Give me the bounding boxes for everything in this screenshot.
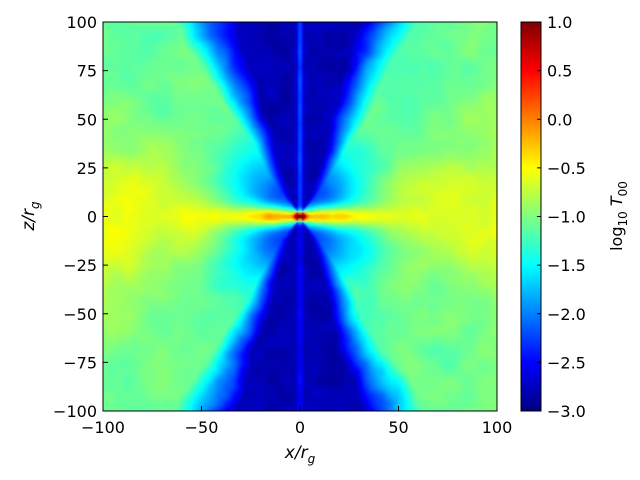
colorbar-tick-label: 1.0: [547, 13, 572, 32]
colorbar-label: log10 T00: [607, 181, 630, 251]
x-tick-label: −100: [81, 418, 125, 437]
x-tick-label: 100: [482, 418, 513, 437]
y-tick-label: −50: [63, 305, 97, 324]
y-axis-label: z/rg: [19, 201, 42, 232]
colorbar-tick-label: −0.5: [547, 159, 586, 178]
y-tick-label: 0: [87, 208, 97, 227]
colorbar-tick-label: −3.0: [547, 402, 586, 421]
y-tick-label: 75: [77, 62, 97, 81]
y-tick-label: 25: [77, 159, 97, 178]
colorbar-tick-label: −1.0: [547, 208, 586, 227]
colorbar-tick-label: 0.5: [547, 62, 572, 81]
heatmap-plot: [102, 21, 498, 412]
colorbar-ticks: 1.0 0.5 0.0 −0.5 −1.0 −1.5 −2.0 −2.5 −3.0: [537, 13, 586, 421]
y-tick-label: −100: [53, 402, 97, 421]
x-axis-ticks: −100 −50 0 50 100: [81, 406, 512, 437]
x-tick-label: 50: [388, 418, 408, 437]
colorbar-tick-label: −1.5: [547, 256, 586, 275]
colorbar: 1.0 0.5 0.0 −0.5 −1.0 −1.5 −2.0 −2.5 −3.0 log10 …: [520, 13, 630, 421]
x-tick-label: 0: [295, 418, 305, 437]
y-tick-label: −75: [63, 353, 97, 372]
heatmap-image: [103, 22, 497, 411]
y-tick-label: −25: [63, 256, 97, 275]
y-axis-ticks: 100 75 50 25 0 −25 −50 −75 −100: [53, 13, 108, 421]
y-tick-label: 50: [77, 110, 97, 129]
colorbar-tick-label: 0.0: [547, 110, 572, 129]
colorbar-tick-label: −2.5: [547, 353, 586, 372]
y-tick-label: 100: [66, 13, 97, 32]
x-axis-label: x/rg: [284, 443, 316, 466]
x-tick-label: −50: [185, 418, 219, 437]
colorbar-tick-label: −2.0: [547, 305, 586, 324]
